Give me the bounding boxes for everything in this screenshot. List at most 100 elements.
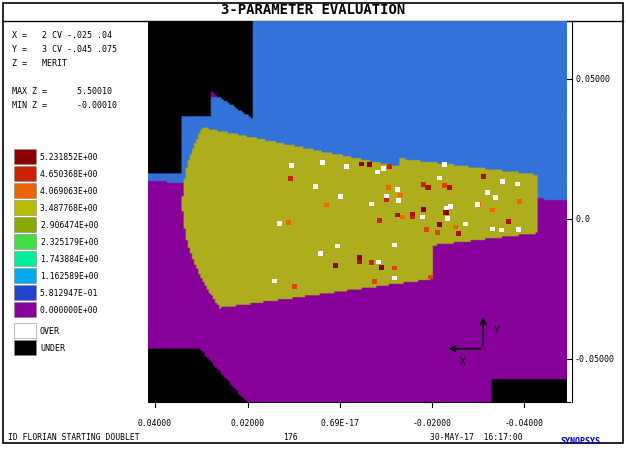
- Bar: [357, 256, 362, 260]
- Bar: [387, 165, 392, 169]
- Bar: [398, 193, 403, 198]
- Bar: [379, 266, 384, 270]
- Text: 2.906474E+00: 2.906474E+00: [40, 220, 98, 230]
- Bar: [376, 260, 381, 265]
- Bar: [421, 183, 426, 188]
- Text: -0.05000: -0.05000: [575, 355, 615, 364]
- Bar: [376, 170, 381, 175]
- Bar: [447, 186, 452, 190]
- Bar: [333, 263, 338, 268]
- Text: MIN Z =      -0.00010: MIN Z = -0.00010: [12, 100, 117, 109]
- Bar: [493, 196, 498, 200]
- Bar: [381, 167, 386, 171]
- Bar: [445, 217, 450, 221]
- Text: Y: Y: [494, 325, 500, 335]
- Text: X =   2 CV -.025 .04: X = 2 CV -.025 .04: [12, 30, 112, 39]
- Bar: [516, 228, 521, 232]
- Bar: [490, 227, 495, 232]
- Bar: [313, 185, 318, 189]
- Bar: [344, 165, 349, 169]
- Bar: [396, 199, 401, 203]
- Bar: [14, 302, 36, 317]
- Text: 0.000000E+00: 0.000000E+00: [40, 305, 98, 314]
- Text: MAX Z =      5.50010: MAX Z = 5.50010: [12, 86, 112, 95]
- Bar: [411, 213, 416, 217]
- Bar: [14, 184, 36, 199]
- Bar: [424, 228, 429, 232]
- Text: SYNOPSYS: SYNOPSYS: [560, 437, 600, 446]
- Bar: [409, 215, 414, 220]
- Bar: [421, 207, 426, 212]
- Bar: [272, 279, 277, 284]
- Bar: [14, 340, 36, 355]
- Bar: [500, 228, 505, 233]
- Bar: [426, 185, 431, 190]
- Bar: [463, 222, 468, 227]
- Text: 30-MAY-17  16:17:00: 30-MAY-17 16:17:00: [430, 432, 523, 442]
- Text: 3.487768E+00: 3.487768E+00: [40, 203, 98, 213]
- Bar: [443, 211, 448, 215]
- Bar: [448, 205, 453, 209]
- Bar: [14, 323, 36, 338]
- Bar: [286, 221, 292, 225]
- Bar: [395, 188, 400, 192]
- Bar: [442, 163, 447, 168]
- Bar: [288, 177, 293, 181]
- Bar: [335, 244, 340, 249]
- Bar: [453, 225, 458, 230]
- Text: 0.04000: 0.04000: [138, 419, 172, 428]
- Text: 1.162589E+00: 1.162589E+00: [40, 271, 98, 280]
- Bar: [14, 252, 36, 266]
- Text: 4.650368E+00: 4.650368E+00: [40, 170, 98, 179]
- Text: 176: 176: [283, 432, 297, 442]
- Bar: [392, 243, 397, 247]
- Text: 4.069063E+00: 4.069063E+00: [40, 187, 98, 196]
- Bar: [437, 223, 442, 227]
- Bar: [319, 252, 324, 256]
- Bar: [518, 200, 523, 204]
- Bar: [359, 162, 364, 167]
- Bar: [476, 203, 481, 207]
- Text: -0.04000: -0.04000: [505, 419, 543, 428]
- Bar: [392, 266, 397, 271]
- Text: 3-PARAMETER EVALUATION: 3-PARAMETER EVALUATION: [221, 3, 405, 17]
- Bar: [292, 285, 297, 289]
- Bar: [369, 202, 374, 207]
- Bar: [437, 176, 442, 181]
- Bar: [490, 208, 495, 213]
- Text: 0.05000: 0.05000: [575, 75, 610, 84]
- Bar: [420, 215, 425, 220]
- Bar: [14, 218, 36, 233]
- Bar: [481, 175, 486, 179]
- Bar: [506, 220, 511, 224]
- Bar: [485, 190, 490, 195]
- Bar: [442, 184, 447, 188]
- Bar: [384, 198, 389, 203]
- Bar: [392, 276, 397, 280]
- Bar: [324, 203, 329, 208]
- Bar: [369, 261, 374, 265]
- Bar: [289, 164, 294, 168]
- Text: 0.02000: 0.02000: [231, 419, 265, 428]
- Bar: [14, 285, 36, 300]
- Text: 5.231852E+00: 5.231852E+00: [40, 153, 98, 162]
- Bar: [14, 167, 36, 182]
- Bar: [434, 231, 439, 235]
- Bar: [456, 231, 461, 236]
- Bar: [500, 180, 505, 184]
- Text: 0.0: 0.0: [575, 215, 590, 224]
- Bar: [475, 203, 480, 207]
- Bar: [14, 150, 36, 165]
- Text: 0.69E-17: 0.69E-17: [321, 419, 359, 428]
- Bar: [372, 280, 377, 284]
- Text: -0.02000: -0.02000: [413, 419, 451, 428]
- Bar: [428, 275, 433, 280]
- Text: Y =   3 CV -.045 .075: Y = 3 CV -.045 .075: [12, 45, 117, 53]
- Bar: [395, 213, 400, 218]
- Bar: [444, 206, 449, 211]
- Text: UNDER: UNDER: [40, 343, 65, 352]
- Bar: [384, 194, 389, 199]
- Text: ID FLORIAN STARTING DOUBLET: ID FLORIAN STARTING DOUBLET: [8, 432, 140, 442]
- Bar: [515, 182, 520, 187]
- Bar: [425, 185, 431, 190]
